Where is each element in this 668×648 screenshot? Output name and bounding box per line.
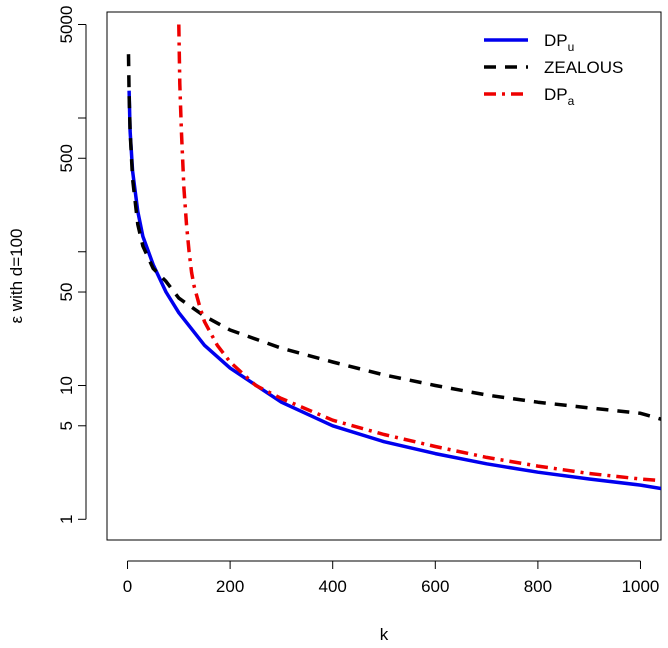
y-tick-label: 5000 (57, 6, 76, 44)
y-axis-label: ε with d=100 (7, 228, 26, 323)
y-tick-label: 1 (57, 515, 76, 524)
y-tick-label: 500 (57, 144, 76, 172)
x-tick-label: 600 (421, 577, 449, 596)
x-tick-label: 400 (319, 577, 347, 596)
y-tick-label: 5 (57, 421, 76, 430)
legend-label-subscript: a (568, 94, 575, 108)
x-tick-label: 0 (123, 577, 132, 596)
legend-label: ZEALOUS (544, 58, 623, 77)
legend-label-text: DP (544, 85, 568, 104)
x-axis-label: k (380, 625, 389, 644)
legend-label: DPa (544, 85, 575, 108)
series-line-2 (177, 24, 661, 483)
x-tick-label: 1000 (622, 577, 660, 596)
legend-label-text: DP (544, 31, 568, 50)
legend-label-text: ZEALOUS (544, 58, 623, 77)
legend-label-subscript: u (568, 40, 575, 54)
y-tick-label: 10 (57, 376, 76, 395)
plot-frame (106, 11, 662, 541)
x-tick-label: 200 (216, 577, 244, 596)
x-axis: 0 200 400 600 800 1000 (123, 560, 660, 596)
series-layer (126, 24, 661, 491)
y-tick-label: 50 (57, 283, 76, 302)
legend-label: DPu (544, 31, 574, 54)
y-axis: 1 5 10 50 500 5000 (57, 6, 87, 524)
x-tick-label: 800 (524, 577, 552, 596)
series-line-0 (127, 90, 661, 491)
series-line-1 (126, 54, 661, 421)
